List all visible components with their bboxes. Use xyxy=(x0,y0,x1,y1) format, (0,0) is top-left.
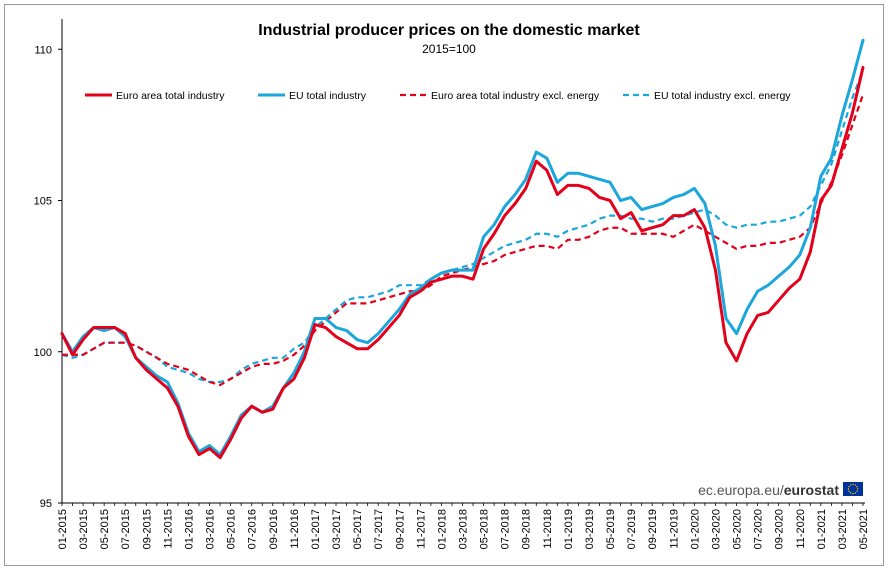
credit-text: ec.europa.eu/eurostat xyxy=(698,482,839,498)
x-tick-label: 05-2016 xyxy=(226,509,238,549)
x-tick-label: 11-2018 xyxy=(542,509,554,549)
flag-star xyxy=(856,490,858,492)
flag-star xyxy=(848,486,850,488)
flag-star xyxy=(856,486,858,488)
legend-label: EU total industry xyxy=(289,90,367,102)
legend: Euro area total industry EU total industr… xyxy=(85,90,791,102)
series-line-1 xyxy=(60,65,865,460)
x-tick-label: 05-2017 xyxy=(352,509,364,549)
series-line-4 xyxy=(61,70,865,384)
series-layer xyxy=(60,38,865,460)
x-tick-label: 09-2016 xyxy=(268,509,280,549)
credit-prefix: ec.europa.eu/ xyxy=(698,482,784,498)
x-tick-label: 01-2021 xyxy=(816,509,828,549)
x-tick-label: 01-2016 xyxy=(183,509,195,549)
x-tick-label: 09-2017 xyxy=(394,509,406,549)
x-tick-label: 11-2017 xyxy=(415,509,427,549)
x-tick-label: 11-2019 xyxy=(668,509,680,549)
x-tick-label: 03-2015 xyxy=(78,509,90,549)
eu-flag-icon xyxy=(843,482,863,496)
legend-label: Euro area total industry excl. energy xyxy=(431,90,600,102)
x-tick-label: 01-2017 xyxy=(310,509,322,549)
axes: 95 100 105 110 01-2015 03-2015 05-2015 07-2015 0… xyxy=(34,19,870,549)
x-tick-label: 07-2019 xyxy=(626,509,638,549)
y-tick-label: 110 xyxy=(34,44,52,56)
y-tick-label: 100 xyxy=(34,347,52,359)
flag-star xyxy=(850,484,852,486)
x-tick-label: 07-2018 xyxy=(500,509,512,549)
x-tick-label: 09-2018 xyxy=(521,509,533,549)
x-tick-label: 01-2015 xyxy=(57,509,69,549)
x-tick-label: 03-2016 xyxy=(205,509,217,549)
y-tick-label: 95 xyxy=(40,498,52,510)
chart: Industrial producer prices on the domest… xyxy=(34,19,870,549)
legend-label: Euro area total industry xyxy=(116,90,225,102)
x-tick-label: 11-2015 xyxy=(162,509,174,549)
series-line-3 xyxy=(62,94,865,387)
x-tick-label: 03-2020 xyxy=(710,509,722,549)
x-tick-label: 09-2019 xyxy=(647,509,659,549)
x-tick-label: 11-2016 xyxy=(289,509,301,549)
x-tick-label: 01-2019 xyxy=(563,509,575,549)
chart-frame: Industrial producer prices on the domest… xyxy=(4,4,884,566)
credit-brand: eurostat xyxy=(784,482,840,498)
x-tick-label: 07-2020 xyxy=(753,509,765,549)
x-tick-label: 03-2019 xyxy=(584,509,596,549)
x-tick-label: 05-2015 xyxy=(99,509,111,549)
x-tick-label: 05-2021 xyxy=(858,509,870,549)
series-line-2 xyxy=(60,38,865,457)
x-tick-label: 05-2018 xyxy=(479,509,491,549)
chart-title: Industrial producer prices on the domest… xyxy=(258,22,640,39)
y-tick-label: 105 xyxy=(34,196,52,208)
x-tick-label: 07-2015 xyxy=(120,509,132,549)
flag-star xyxy=(850,492,852,494)
x-tick-label: 09-2020 xyxy=(774,509,786,549)
x-tick-label: 01-2020 xyxy=(689,509,701,549)
x-tick-label: 03-2018 xyxy=(458,509,470,549)
x-tick-label: 07-2017 xyxy=(373,509,385,549)
x-tick-label: 01-2018 xyxy=(436,509,448,549)
x-tick-label: 09-2015 xyxy=(141,509,153,549)
x-tick-label: 05-2020 xyxy=(732,509,744,549)
x-tick-label: 05-2019 xyxy=(605,509,617,549)
source-credit: ec.europa.eu/eurostat xyxy=(698,482,863,498)
flag-star xyxy=(852,483,854,486)
flag-star xyxy=(854,484,856,486)
x-tick-label: 11-2020 xyxy=(795,509,807,549)
x-tick-label: 07-2016 xyxy=(247,509,259,549)
flag-star xyxy=(852,492,854,495)
x-tick-label: 03-2021 xyxy=(837,509,849,549)
flag-star xyxy=(854,492,856,494)
legend-label: EU total industry excl. energy xyxy=(654,90,791,102)
x-tick-label: 03-2017 xyxy=(331,509,343,549)
flag-star xyxy=(856,488,859,490)
flag-star xyxy=(848,490,850,492)
chart-subtitle: 2015=100 xyxy=(422,42,476,56)
flag-star xyxy=(847,488,850,490)
